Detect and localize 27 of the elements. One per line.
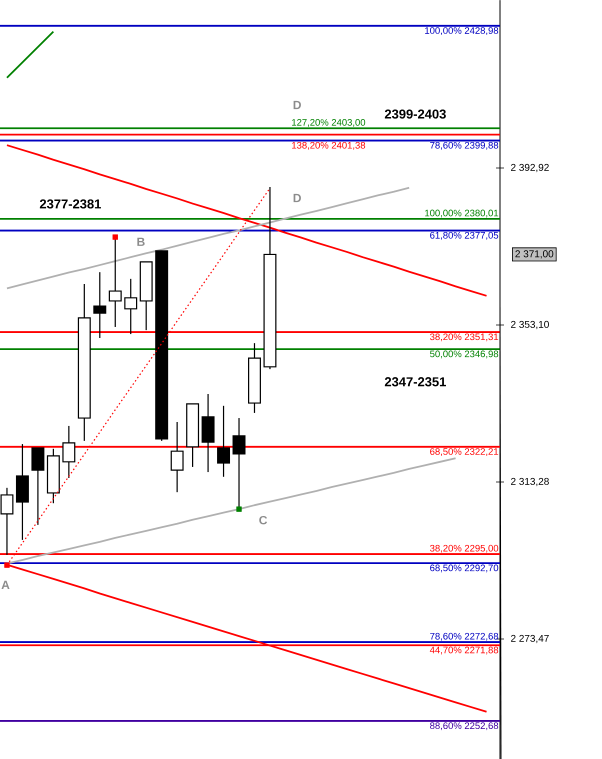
text: 2 371,00 <box>515 250 554 259</box>
ref-line-label: 100,00% 2380,01 <box>425 210 498 218</box>
ref-line-label: 127,20% 2403,00 <box>292 119 366 127</box>
ref-line-label: 78,60% 2272,68 <box>430 632 498 641</box>
y-tick-label: 2 392,92 <box>511 164 549 172</box>
y-tick-label: 2 273,47 <box>511 634 549 644</box>
annotation: B <box>137 238 145 246</box>
ref-line-label: 78,60% 2399,88 <box>430 142 498 150</box>
ref-line-label: 138,20% 2401,38 <box>292 142 366 150</box>
annotation: 2347-2351 <box>384 377 446 386</box>
ref-line-label: 38,20% 2351,31 <box>430 333 498 342</box>
ref-line-label: 38,20% 2295,00 <box>430 544 498 553</box>
ref-line-label: 44,70% 2271,88 <box>430 646 498 654</box>
ref-line-label: 68,50% 2292,70 <box>430 564 498 572</box>
annotation: C <box>259 516 268 524</box>
annotation: A <box>1 580 10 589</box>
annotation: D <box>294 194 301 202</box>
y-tick-label: 2 313,28 <box>511 478 549 486</box>
y-tick-label: 2 353,10 <box>511 320 549 330</box>
ref-line-label: 100,00% 2428,98 <box>425 27 498 36</box>
ref-line-label: 68,50% 2322,21 <box>430 448 498 456</box>
annotation: 2377-2381 <box>40 199 101 209</box>
ref-line-label: 88,60% 2252,68 <box>430 722 498 730</box>
annotation: 2399-2403 <box>384 109 446 119</box>
ref-line-label: 61,80% 2377,05 <box>430 232 498 240</box>
annotation: D <box>294 100 301 110</box>
ref-line-label: 50,00% 2346,98 <box>430 350 498 358</box>
